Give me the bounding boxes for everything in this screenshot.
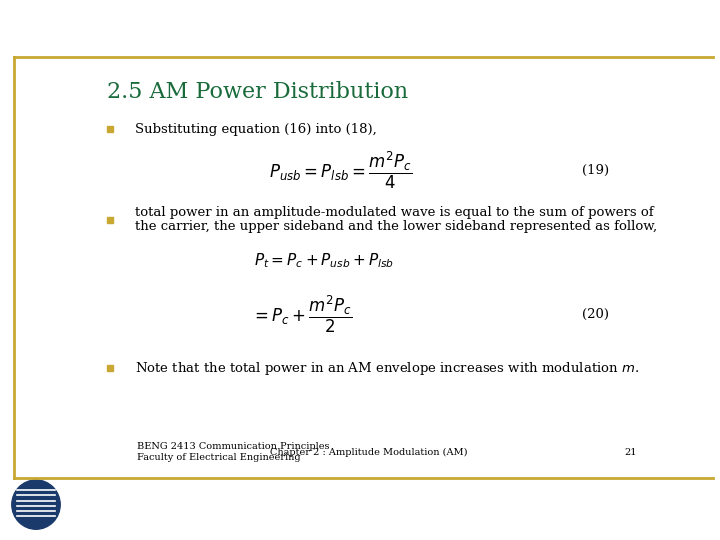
Text: Note that the total power in an AM envelope increases with modulation $m$.: Note that the total power in an AM envel…: [135, 360, 639, 377]
Text: $P_t = P_c + P_{usb} + P_{lsb}$: $P_t = P_c + P_{usb} + P_{lsb}$: [254, 251, 395, 269]
Text: BENG 2413 Communication Principles: BENG 2413 Communication Principles: [138, 442, 330, 451]
Text: the carrier, the upper sideband and the lower sideband represented as follow,: the carrier, the upper sideband and the …: [135, 220, 657, 233]
Text: (20): (20): [582, 308, 609, 321]
Text: $P_{usb} = P_{lsb} = \dfrac{m^2 P_c}{4}$: $P_{usb} = P_{lsb} = \dfrac{m^2 P_c}{4}$: [269, 150, 413, 192]
Text: total power in an amplitude-modulated wave is equal to the sum of powers of: total power in an amplitude-modulated wa…: [135, 206, 653, 219]
Circle shape: [12, 480, 60, 529]
Text: Chapter 2 : Amplitude Modulation (AM): Chapter 2 : Amplitude Modulation (AM): [270, 448, 468, 457]
Text: Faculty of Electrical Engineering: Faculty of Electrical Engineering: [138, 453, 301, 462]
Text: $= P_c + \dfrac{m^2 P_c}{2}$: $= P_c + \dfrac{m^2 P_c}{2}$: [251, 294, 353, 335]
Text: (19): (19): [582, 164, 609, 177]
Text: 21: 21: [624, 448, 637, 457]
Text: 2.5 AM Power Distribution: 2.5 AM Power Distribution: [107, 82, 408, 104]
Text: Substituting equation (16) into (18),: Substituting equation (16) into (18),: [135, 123, 377, 136]
